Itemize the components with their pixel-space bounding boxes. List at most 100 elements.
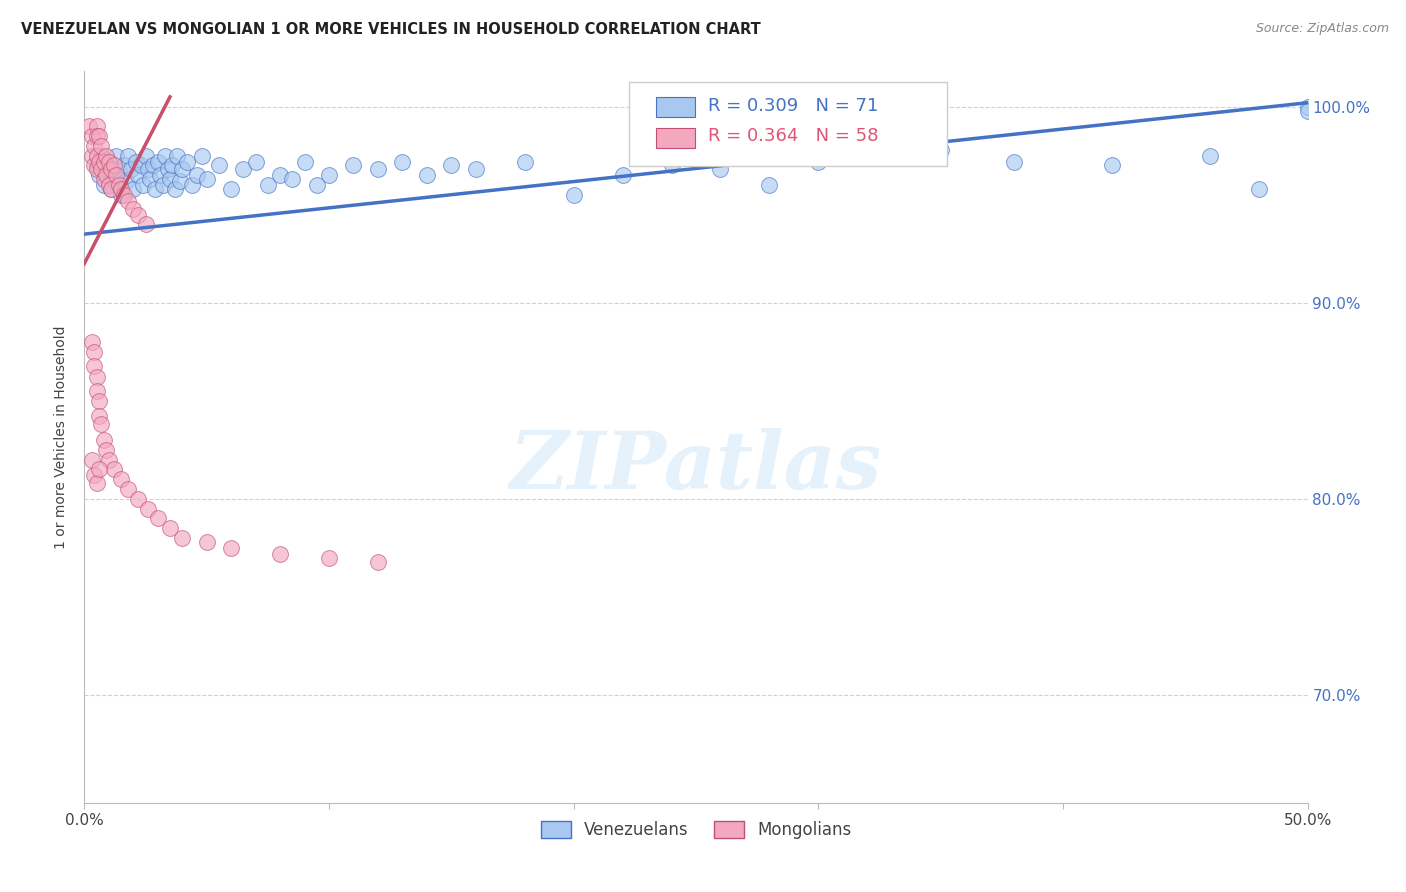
Point — [117, 194, 139, 208]
Text: R = 0.309   N = 71: R = 0.309 N = 71 — [709, 96, 879, 115]
Point — [195, 535, 218, 549]
Point — [90, 149, 112, 163]
Point — [90, 162, 112, 177]
Point — [195, 172, 218, 186]
Point — [1247, 182, 1270, 196]
Point — [87, 169, 110, 183]
Point — [153, 149, 176, 163]
Point — [96, 442, 118, 457]
Point — [110, 182, 132, 196]
Point — [107, 164, 129, 178]
Point — [86, 384, 108, 398]
Point — [156, 162, 179, 177]
Point — [115, 174, 138, 188]
FancyBboxPatch shape — [655, 128, 695, 148]
Point — [562, 187, 585, 202]
Point — [125, 154, 148, 169]
Point — [181, 178, 204, 193]
Point — [391, 154, 413, 169]
Point — [86, 129, 108, 144]
Point — [416, 169, 439, 183]
Point — [96, 169, 118, 183]
Text: R = 0.364   N = 58: R = 0.364 N = 58 — [709, 127, 879, 145]
Point — [191, 149, 214, 163]
Y-axis label: 1 or more Vehicles in Household: 1 or more Vehicles in Household — [55, 326, 69, 549]
Point — [929, 143, 952, 157]
Point — [1296, 103, 1319, 118]
Point — [127, 207, 149, 221]
Point — [110, 187, 132, 202]
Point — [146, 511, 169, 525]
Point — [80, 149, 103, 163]
FancyBboxPatch shape — [655, 97, 695, 118]
Point — [186, 169, 208, 183]
Point — [172, 531, 194, 545]
Point — [83, 344, 105, 359]
Point — [159, 521, 181, 535]
Point — [86, 159, 108, 173]
Point — [136, 162, 159, 177]
Point — [97, 452, 120, 467]
Point — [169, 174, 191, 188]
Point — [152, 178, 174, 193]
Point — [127, 169, 149, 183]
Point — [159, 172, 181, 186]
Point — [612, 169, 634, 183]
Point — [110, 472, 132, 486]
Point — [80, 129, 103, 144]
Point — [208, 159, 231, 173]
FancyBboxPatch shape — [628, 82, 946, 167]
Point — [97, 154, 120, 169]
Point — [219, 182, 242, 196]
Point — [342, 159, 364, 173]
Point — [139, 172, 162, 186]
Point — [87, 462, 110, 476]
Point — [305, 178, 328, 193]
Point — [77, 120, 100, 134]
Point — [1101, 159, 1123, 173]
Point — [93, 178, 115, 193]
Point — [162, 159, 184, 173]
Text: VENEZUELAN VS MONGOLIAN 1 OR MORE VEHICLES IN HOUSEHOLD CORRELATION CHART: VENEZUELAN VS MONGOLIAN 1 OR MORE VEHICL… — [21, 22, 761, 37]
Point — [83, 359, 105, 373]
Point — [107, 178, 129, 193]
Point — [176, 154, 198, 169]
Point — [318, 550, 340, 565]
Text: Source: ZipAtlas.com: Source: ZipAtlas.com — [1256, 22, 1389, 36]
Point — [807, 154, 830, 169]
Point — [122, 202, 145, 216]
Point — [257, 178, 280, 193]
Point — [163, 182, 186, 196]
Point — [1198, 149, 1220, 163]
Point — [127, 491, 149, 506]
Point — [219, 541, 242, 555]
Point — [90, 417, 112, 432]
Point — [100, 182, 122, 196]
Point — [86, 162, 108, 177]
Point — [117, 149, 139, 163]
Point — [269, 169, 291, 183]
Point — [1002, 154, 1025, 169]
Point — [142, 159, 165, 173]
Point — [83, 139, 105, 153]
Point — [166, 149, 188, 163]
Point — [294, 154, 316, 169]
Point — [103, 172, 125, 186]
Point — [86, 476, 108, 491]
Point — [112, 187, 135, 202]
Point — [149, 169, 172, 183]
Point — [80, 452, 103, 467]
Point — [245, 154, 267, 169]
Point — [146, 154, 169, 169]
Point — [135, 149, 157, 163]
Point — [1296, 100, 1319, 114]
Point — [269, 547, 291, 561]
Point — [105, 149, 128, 163]
Point — [83, 468, 105, 483]
Text: ZIPatlas: ZIPatlas — [510, 427, 882, 505]
Point — [103, 462, 125, 476]
Point — [83, 159, 105, 173]
Point — [367, 555, 389, 569]
Point — [758, 178, 780, 193]
Point — [105, 169, 128, 183]
